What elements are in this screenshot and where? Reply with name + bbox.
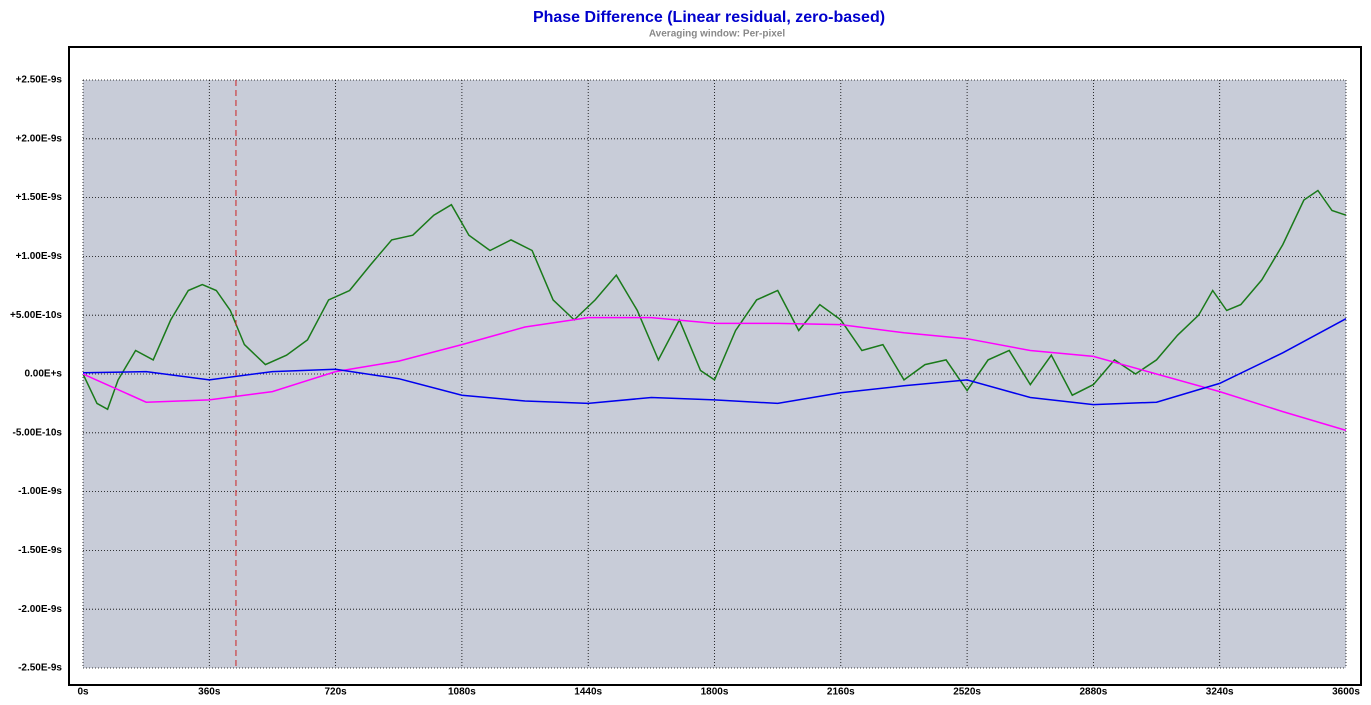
x-tick-label: 1440s [574,687,602,698]
y-tick-label: 0.00E+s [24,369,62,380]
x-tick-label: 3240s [1206,687,1234,698]
x-tick-label: 360s [198,687,221,698]
y-tick-label: -1.50E-9s [18,545,62,556]
x-tick-label: 1080s [448,687,476,698]
chart-subtitle: Averaging window: Per-pixel [649,29,786,40]
x-tick-label: 720s [324,687,347,698]
series-line [82,316,1347,432]
y-tick-label: +2.00E-9s [16,133,63,144]
x-tick-label: 2880s [1079,687,1107,698]
x-tick-label: 2160s [827,687,855,698]
y-tick-label: -2.50E-9s [18,663,62,674]
y-tick-label: +1.00E-9s [16,251,63,262]
y-tick-label: +5.00E-10s [10,310,62,321]
y-tick-label: +2.50E-9s [16,75,63,86]
chart-title: Phase Difference (Linear residual, zero-… [533,9,885,26]
x-tick-label: 0s [77,687,89,698]
x-tick-label: 1800s [701,687,729,698]
y-tick-label: -1.00E-9s [18,486,62,497]
x-tick-label: 3600s [1332,687,1360,698]
series-line [82,189,1347,411]
y-tick-label: -5.00E-10s [13,427,63,438]
x-tick-label: 2520s [953,687,981,698]
series-line [82,318,1347,406]
y-tick-label: +1.50E-9s [16,192,63,203]
y-tick-label: -2.00E-9s [18,604,62,615]
